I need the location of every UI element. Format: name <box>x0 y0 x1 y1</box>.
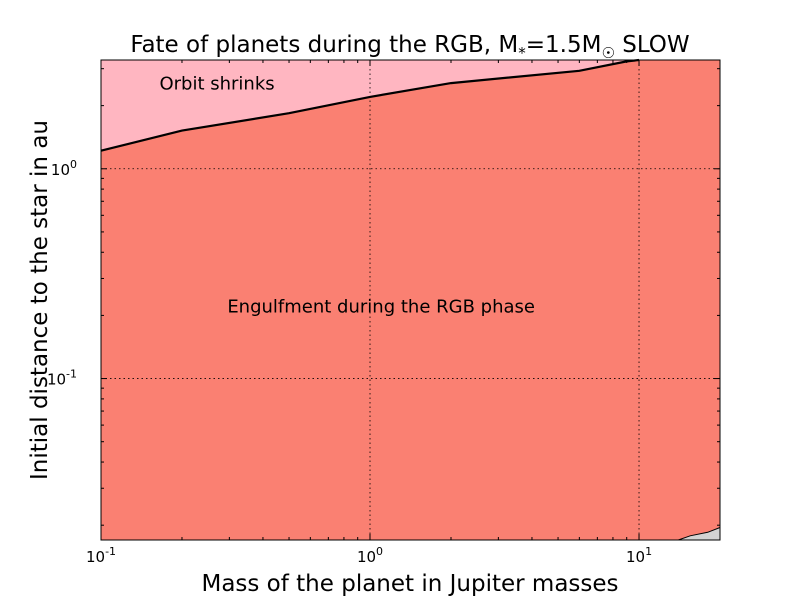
x-tick-label: 10-1 <box>86 545 116 566</box>
annotation-orbit-shrinks: Orbit shrinks <box>159 73 274 94</box>
grid-lines <box>101 60 720 540</box>
boundary-orbit-shrinks <box>100 58 640 152</box>
region-engulfment <box>101 60 720 540</box>
x-axis-label: Mass of the planet in Jupiter masses <box>201 571 618 597</box>
x-tick-label: 101 <box>626 545 652 566</box>
boundary-lines <box>100 58 721 541</box>
y-axis-label: Initial distance to the star in au <box>27 120 53 480</box>
chart-title: Fate of planets during the RGB, M*=1.5M☉… <box>130 32 689 62</box>
annotation-engulfment: Engulfment during the RGB phase <box>227 297 535 318</box>
y-tick-label: 100 <box>51 158 77 179</box>
y-tick-label: 10-1 <box>47 368 77 389</box>
annotations: Orbit shrinks Engulfment during the RGB p… <box>159 73 535 317</box>
plot-frame <box>100 59 721 541</box>
plot-regions <box>101 60 720 540</box>
region-orbit-shrinks <box>101 60 639 151</box>
region-other <box>678 527 720 540</box>
x-tick-label: 100 <box>357 545 383 566</box>
boundary-other <box>678 527 721 541</box>
